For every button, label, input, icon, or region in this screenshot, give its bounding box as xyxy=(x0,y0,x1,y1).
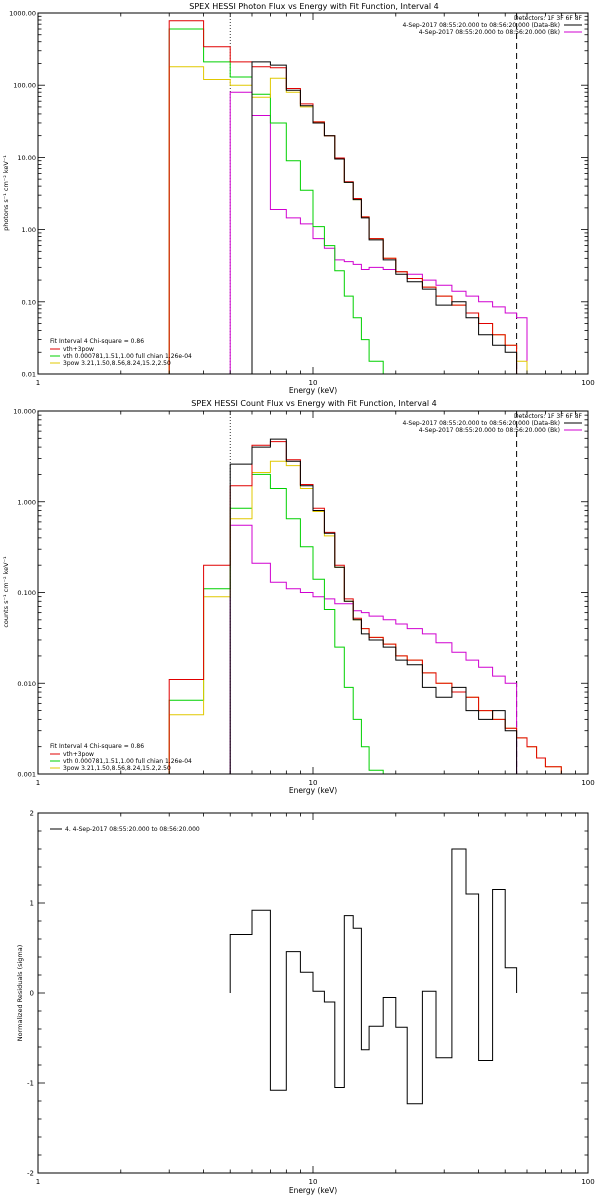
photon-flux-background-series xyxy=(229,91,528,374)
count-flux-axes: 1 10 100 0.001 0.010 0.100 1.000 10.000 xyxy=(13,408,594,788)
count-flux-y-tick-label: 0.001 xyxy=(17,771,36,779)
photon-flux-title: SPEX HESSI Photon Flux vs Energy with Fi… xyxy=(189,2,439,11)
residuals-legend: 4. 4-Sep-2017 08:55:20.000 to 08:56:20.0… xyxy=(50,826,200,833)
count-flux-total-series xyxy=(168,441,562,774)
count-flux-nonthermal-series xyxy=(168,460,562,774)
count-flux-legend-background-label: 4-Sep-2017 08:55:20.000 to 08:56:20.000 … xyxy=(419,427,560,434)
photon-flux-x-tick-label: 100 xyxy=(581,379,594,387)
photon-flux-x-tick-label: 1 xyxy=(36,379,40,387)
count-flux-x-tick-label: 1 xyxy=(36,779,40,787)
count-flux-legend-topright: Detectors: 1F 3F 6F 8F 4-Sep-2017 08:55:… xyxy=(402,413,582,434)
count-flux-legend-thermal-label: vth 0.000781,1.51,1.00 full chian 1.26e-… xyxy=(63,758,192,765)
photon-flux-legend-total-label: vth+3pow xyxy=(63,346,94,353)
residuals-y-tick-label: 1 xyxy=(30,900,34,908)
photon-flux-legend-thermal-label: vth 0.000781,1.51,1.00 full chian 1.26e-… xyxy=(63,353,192,360)
photon-flux-panel: SPEX HESSI Photon Flux vs Energy with Fi… xyxy=(2,2,595,395)
photon-flux-y-tick-label: 1.00 xyxy=(22,226,36,234)
photon-flux-legend-background-label: 4-Sep-2017 08:55:20.000 to 08:56:20.000 … xyxy=(419,29,560,36)
count-flux-x-tick-label: 100 xyxy=(581,779,594,787)
count-flux-legend-bottomleft: Fit Interval 4 Chi-square = 0.86 vth+3po… xyxy=(50,743,192,772)
photon-flux-total-series xyxy=(168,20,518,374)
photon-flux-legend-data-label: 4-Sep-2017 08:55:20.000 to 08:56:20.000 … xyxy=(402,22,560,29)
count-flux-legend-nonthermal-label: 3pow 3.21,1.50,8.56,8.24,15.2,2.50 xyxy=(63,765,171,772)
residuals-panel: 1 10 100 -2 -1 0 1 2 Energy (keV) Normalized Re… xyxy=(16,810,595,1196)
photon-flux-y-axis-label: photons s⁻¹ cm⁻² keV⁻¹ xyxy=(2,155,10,231)
count-flux-x-tick-label: 10 xyxy=(309,779,318,787)
residuals-y-tick-label: 2 xyxy=(30,810,34,818)
count-flux-fit-header: Fit Interval 4 Chi-square = 0.86 xyxy=(50,743,144,750)
residuals-y-tick-label: 0 xyxy=(30,990,34,998)
count-flux-title: SPEX HESSI Count Flux vs Energy with Fit… xyxy=(191,399,436,408)
photon-flux-x-axis-label: Energy (keV) xyxy=(289,386,337,395)
photon-flux-fit-header: Fit Interval 4 Chi-square = 0.86 xyxy=(50,338,144,345)
residuals-x-tick-label: 1 xyxy=(36,1178,40,1186)
count-flux-data-series xyxy=(229,438,518,774)
count-flux-legend-total-label: vth+3pow xyxy=(63,751,94,758)
count-flux-legend-header: Detectors: 1F 3F 6F 8F xyxy=(514,413,583,420)
count-flux-thermal-series xyxy=(168,473,384,774)
photon-flux-y-tick-label: 100.00 xyxy=(13,82,36,90)
photon-flux-y-tick-label: 0.10 xyxy=(22,298,36,306)
photon-flux-legend-nonthermal-label: 3pow 3.21,1.50,8.56,8.24,15.2,2.50 xyxy=(63,360,171,367)
photon-flux-legend-header: Detectors: 1F 3F 6F 8F xyxy=(514,15,583,22)
photon-flux-y-tick-label: 0.01 xyxy=(22,371,36,379)
photon-flux-plot-area xyxy=(168,13,546,375)
residuals-x-axis-label: Energy (keV) xyxy=(289,1186,337,1195)
residuals-x-tick-label: 10 xyxy=(309,1178,318,1186)
residuals-legend-label: 4. 4-Sep-2017 08:55:20.000 to 08:56:20.0… xyxy=(65,826,200,833)
photon-flux-nonthermal-series xyxy=(168,66,546,375)
residuals-y-tick-label: -2 xyxy=(27,1170,34,1178)
count-flux-y-tick-label: 1.000 xyxy=(17,498,36,506)
count-flux-background-series xyxy=(229,524,518,774)
count-flux-x-axis-label: Energy (keV) xyxy=(289,786,337,795)
count-flux-plot-area xyxy=(168,411,562,774)
residuals-plot-area xyxy=(229,848,518,1105)
count-flux-y-tick-label: 0.100 xyxy=(17,589,36,597)
residuals-frame xyxy=(37,812,589,1174)
residuals-y-tick-label: -1 xyxy=(27,1080,34,1088)
residuals-axes: 1 10 100 -2 -1 0 1 2 xyxy=(27,810,595,1187)
photon-flux-thermal-series xyxy=(168,28,396,375)
count-flux-y-tick-label: 0.010 xyxy=(17,680,36,688)
photon-flux-legend-topright: Detectors: 1F 3F 6F 8F 4-Sep-2017 08:55:… xyxy=(402,15,582,36)
residuals-y-axis-label: Normalized Residuals (sigma) xyxy=(16,945,24,1042)
residuals-residuals-series xyxy=(229,848,518,1105)
photon-flux-y-tick-label: 1000.00 xyxy=(9,10,36,18)
count-flux-y-axis-label: counts s⁻¹ cm⁻² keV⁻¹ xyxy=(2,556,10,628)
count-flux-y-tick-label: 10.000 xyxy=(13,408,36,416)
photon-flux-axes: 1 10 100 0.01 0.10 1.00 10.00 100.00 1000.00 xyxy=(9,10,595,388)
residuals-x-tick-label: 100 xyxy=(581,1178,594,1186)
photon-flux-x-tick-label: 10 xyxy=(309,379,318,387)
photon-flux-data-series xyxy=(251,61,518,374)
photon-flux-legend-bottomleft: Fit Interval 4 Chi-square = 0.86 vth+3po… xyxy=(50,338,192,367)
count-flux-panel: SPEX HESSI Count Flux vs Energy with Fit… xyxy=(2,399,595,795)
photon-flux-y-tick-label: 10.00 xyxy=(17,154,36,162)
count-flux-legend-data-label: 4-Sep-2017 08:55:20.000 to 08:56:20.000 … xyxy=(402,420,560,427)
